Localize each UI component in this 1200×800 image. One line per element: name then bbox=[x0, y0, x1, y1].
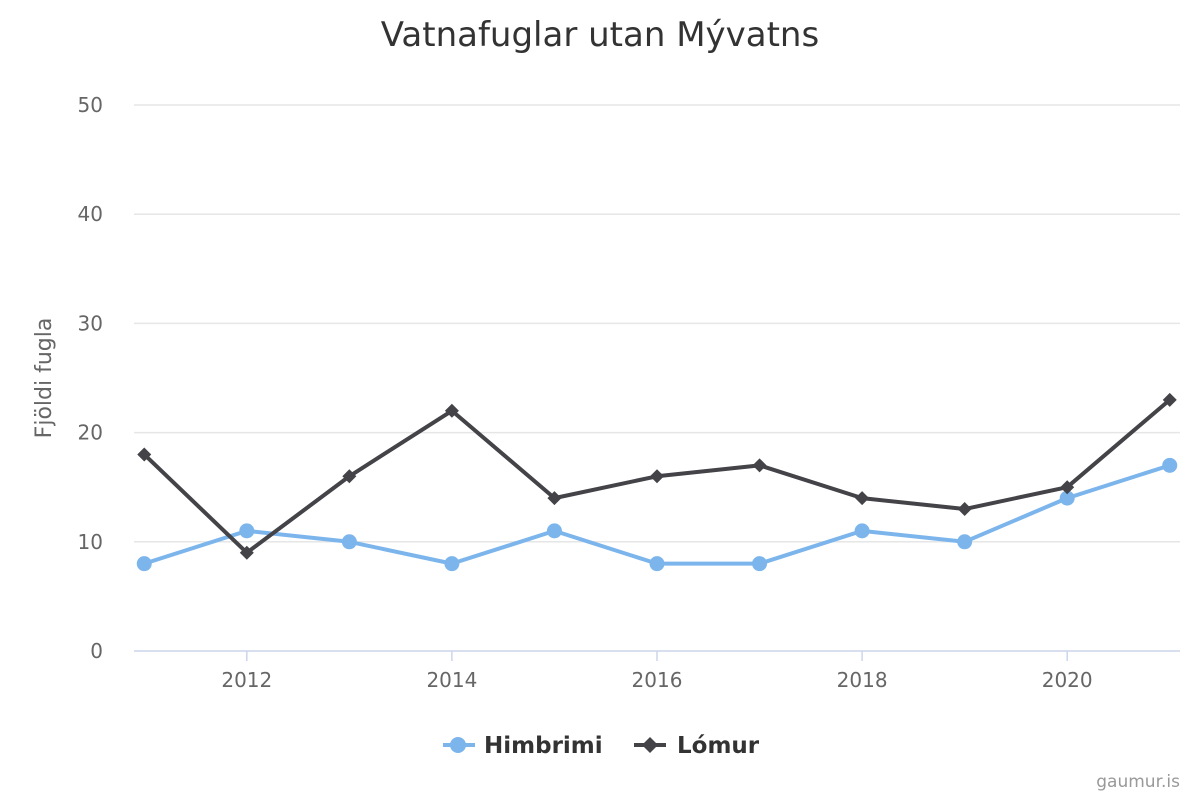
series bbox=[136, 392, 1178, 572]
legend-item-himbrimi[interactable]: Himbrimi bbox=[443, 733, 603, 759]
legend-item-lómur[interactable]: Lómur bbox=[634, 733, 760, 759]
data-point[interactable] bbox=[752, 556, 768, 572]
legend-marker bbox=[450, 737, 466, 753]
gridlines bbox=[134, 104, 1180, 543]
data-point[interactable] bbox=[854, 523, 870, 539]
data-point[interactable] bbox=[650, 469, 664, 484]
x-tick-label: 2012 bbox=[221, 668, 272, 692]
y-tick-label: 10 bbox=[78, 530, 103, 554]
data-point[interactable] bbox=[1162, 392, 1177, 407]
data-point[interactable] bbox=[444, 556, 460, 572]
data-point[interactable] bbox=[547, 491, 562, 506]
legend[interactable]: Himbrimi Lómur bbox=[443, 733, 760, 759]
data-point[interactable] bbox=[752, 458, 767, 473]
data-point[interactable] bbox=[342, 469, 357, 484]
data-point[interactable] bbox=[1059, 490, 1075, 506]
data-point[interactable] bbox=[649, 556, 665, 572]
data-point[interactable] bbox=[341, 534, 357, 550]
data-point[interactable] bbox=[136, 556, 152, 572]
data-point[interactable] bbox=[137, 447, 152, 462]
y-tick-label: 40 bbox=[78, 202, 103, 226]
chart-title: Vatnafuglar utan Mývatns bbox=[381, 15, 819, 55]
data-point[interactable] bbox=[444, 403, 459, 418]
data-point[interactable] bbox=[239, 523, 255, 539]
y-tick-label: 50 bbox=[78, 93, 103, 117]
data-point[interactable] bbox=[1060, 480, 1075, 495]
axes: 0 10 20 30 40 50 2012 2014 2016 2018 2020 bbox=[78, 93, 1180, 692]
data-point[interactable] bbox=[546, 523, 562, 539]
series-himbrimi[interactable] bbox=[136, 457, 1178, 572]
legend-marker bbox=[642, 737, 658, 753]
data-point[interactable] bbox=[855, 491, 870, 506]
legend-label: Himbrimi bbox=[484, 733, 603, 759]
y-tick-label: 0 bbox=[90, 639, 103, 663]
x-tick-label: 2020 bbox=[1042, 668, 1093, 692]
data-point[interactable] bbox=[239, 545, 254, 560]
y-tick-label: 30 bbox=[78, 311, 103, 335]
credit-label[interactable]: gaumur.is bbox=[1096, 772, 1180, 792]
x-tick-label: 2016 bbox=[632, 668, 683, 692]
data-point[interactable] bbox=[957, 534, 973, 550]
legend-label: Lómur bbox=[677, 733, 760, 759]
data-point[interactable] bbox=[957, 502, 972, 517]
x-tick-label: 2014 bbox=[426, 668, 477, 692]
y-axis-label: Fjöldi fugla bbox=[32, 318, 57, 439]
data-point[interactable] bbox=[1162, 457, 1178, 473]
x-tick-label: 2018 bbox=[837, 668, 888, 692]
series-lómur[interactable] bbox=[137, 392, 1177, 560]
y-tick-label: 20 bbox=[78, 421, 103, 445]
